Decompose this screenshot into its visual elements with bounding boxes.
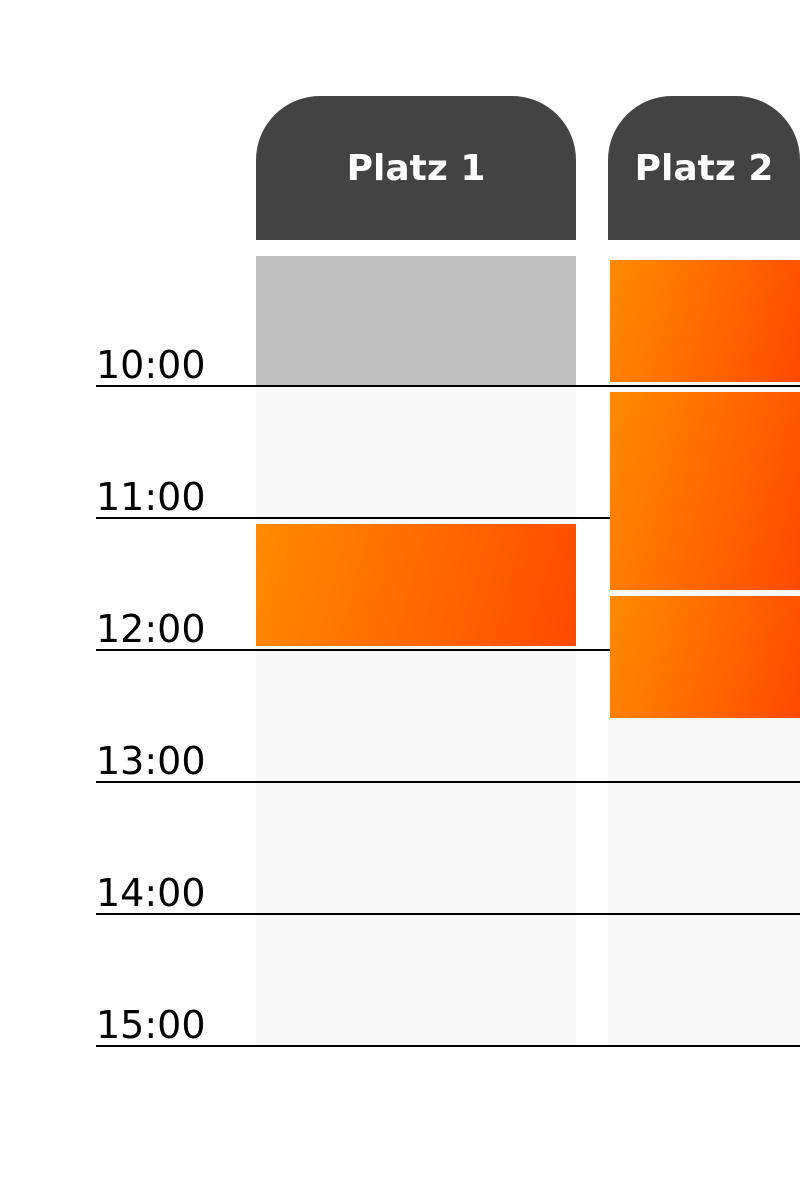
hour-line bbox=[96, 517, 800, 519]
court-header-2[interactable]: Platz 2 bbox=[608, 96, 800, 240]
hour-line bbox=[96, 1045, 800, 1047]
booking-slot[interactable] bbox=[610, 596, 800, 718]
hour-line bbox=[96, 385, 800, 387]
time-label: 14:00 bbox=[96, 871, 206, 915]
time-label: 12:00 bbox=[96, 607, 206, 651]
booking-slot[interactable] bbox=[256, 524, 576, 646]
hour-line bbox=[96, 913, 800, 915]
blocked-slot[interactable] bbox=[256, 256, 576, 385]
booking-slot[interactable] bbox=[610, 260, 800, 382]
booking-slot[interactable] bbox=[610, 392, 800, 590]
court-label: Platz 1 bbox=[346, 147, 486, 189]
hour-line bbox=[96, 781, 800, 783]
hour-line bbox=[96, 649, 800, 651]
court-header-1[interactable]: Platz 1 bbox=[256, 96, 576, 240]
time-label: 15:00 bbox=[96, 1003, 206, 1047]
time-label: 13:00 bbox=[96, 739, 206, 783]
time-label: 10:00 bbox=[96, 343, 206, 387]
time-label: 11:00 bbox=[96, 475, 206, 519]
court-label: Platz 2 bbox=[634, 147, 774, 189]
